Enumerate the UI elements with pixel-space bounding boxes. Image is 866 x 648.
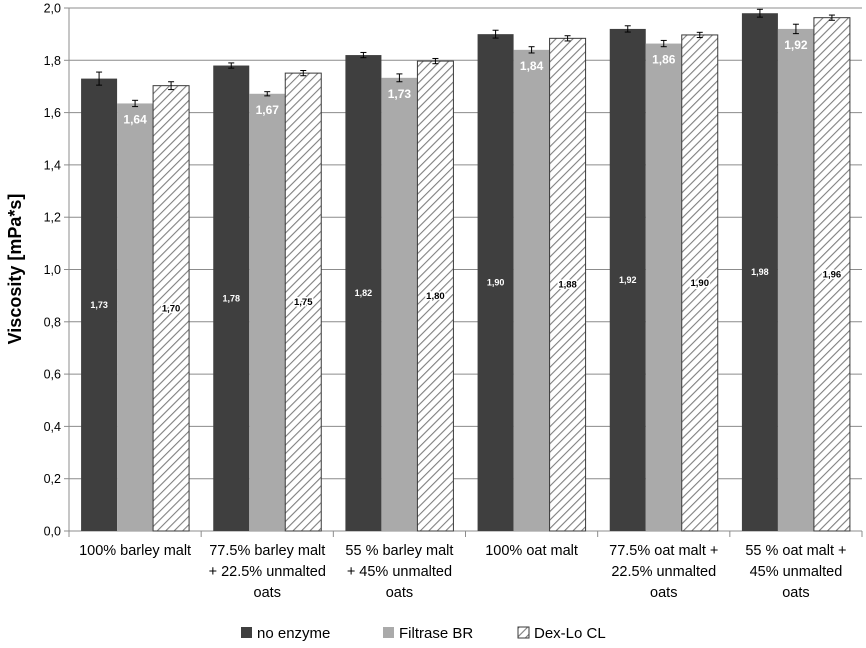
data-label: 1,86 bbox=[652, 53, 676, 67]
category-labels: 100% barley malt 77.5% barley malt + 22.5%… bbox=[79, 543, 846, 601]
data-label: 1,80 bbox=[426, 291, 445, 302]
y-tick-label: 1,2 bbox=[44, 211, 61, 225]
category-label: 77.5% oat malt + bbox=[609, 543, 718, 559]
bar bbox=[117, 103, 154, 531]
category-label: 77.5% barley malt bbox=[209, 543, 325, 559]
bar bbox=[284, 72, 322, 532]
y-tick-label: 1,0 bbox=[44, 263, 61, 277]
category-label: 45% unmalted bbox=[750, 564, 843, 580]
data-label: 1,96 bbox=[823, 269, 842, 280]
y-axis-title: Viscosity [mPa*s] bbox=[5, 194, 25, 345]
gridlines bbox=[69, 7, 862, 532]
legend: no enzyme Filtrase BR Dex-Lo CL bbox=[241, 625, 606, 642]
bars bbox=[81, 8, 851, 532]
category-label: 100% barley malt bbox=[79, 543, 191, 559]
data-label: 1,73 bbox=[90, 300, 108, 310]
data-label: 1,70 bbox=[162, 303, 181, 314]
bar bbox=[477, 34, 514, 532]
category-label: oats bbox=[782, 585, 809, 601]
category-label: oats bbox=[386, 585, 413, 601]
y-tick-label: 0,6 bbox=[44, 368, 61, 382]
legend-swatch bbox=[517, 626, 530, 639]
axes: 0,0 0,2 0,4 0,6 0,8 1,0 1,2 1,4 1,6 1,8 2,0 bbox=[44, 2, 863, 539]
bar bbox=[741, 13, 778, 532]
bar bbox=[609, 28, 646, 531]
bar bbox=[152, 85, 190, 532]
data-label: 1,92 bbox=[784, 38, 808, 52]
data-label: 1,98 bbox=[751, 267, 769, 277]
y-tick-label: 0,4 bbox=[44, 420, 61, 434]
bar bbox=[513, 49, 550, 532]
category-label: 55 % barley malt bbox=[345, 543, 453, 559]
bar bbox=[345, 55, 382, 531]
y-tick-label: 1,6 bbox=[44, 106, 61, 120]
data-label: 1,73 bbox=[388, 87, 412, 101]
category-label: oats bbox=[254, 585, 281, 601]
data-label: 1,90 bbox=[691, 278, 710, 289]
data-label: 1,75 bbox=[294, 297, 313, 308]
y-tick-label: 1,4 bbox=[44, 158, 61, 172]
bar bbox=[213, 65, 250, 531]
data-label: 1,90 bbox=[487, 278, 505, 288]
category-label: 55 % oat malt + bbox=[745, 543, 846, 559]
category-label: 100% oat malt bbox=[485, 543, 578, 559]
data-label: 1,67 bbox=[256, 103, 280, 117]
data-label: 1,82 bbox=[355, 288, 373, 298]
bar bbox=[813, 17, 851, 532]
data-label: 1,92 bbox=[619, 275, 637, 285]
category-label: oats bbox=[650, 585, 677, 601]
data-label: 1,88 bbox=[558, 280, 577, 291]
y-tick-label: 1,8 bbox=[44, 54, 61, 68]
y-tick-label: 0,0 bbox=[44, 525, 61, 539]
category-label: 22.5% unmalted bbox=[611, 564, 716, 580]
data-label: 1,64 bbox=[123, 112, 147, 126]
bar bbox=[681, 34, 719, 532]
legend-label: Dex-Lo CL bbox=[534, 625, 606, 642]
legend-label: no enzyme bbox=[257, 625, 330, 642]
legend-label: Filtrase BR bbox=[399, 625, 473, 642]
data-labels: 1,73 1,78 1,82 1,90 1,92 1,98 1,64 1,67 1,73 1,84… bbox=[90, 38, 842, 316]
bar bbox=[249, 93, 286, 531]
bar bbox=[777, 28, 814, 531]
bar bbox=[645, 43, 682, 532]
category-label: + 45% unmalted bbox=[347, 564, 452, 580]
y-tick-label: 2,0 bbox=[44, 2, 61, 16]
data-label: 1,78 bbox=[222, 293, 240, 303]
y-tick-label: 0,8 bbox=[44, 315, 61, 329]
data-label: 1,84 bbox=[520, 59, 544, 73]
bar bbox=[81, 78, 118, 531]
category-label: + 22.5% unmalted bbox=[209, 564, 326, 580]
legend-swatch bbox=[241, 627, 252, 638]
bar bbox=[381, 77, 418, 532]
legend-swatch bbox=[383, 627, 394, 638]
y-tick-label: 0,2 bbox=[44, 472, 61, 486]
bar bbox=[416, 60, 454, 532]
